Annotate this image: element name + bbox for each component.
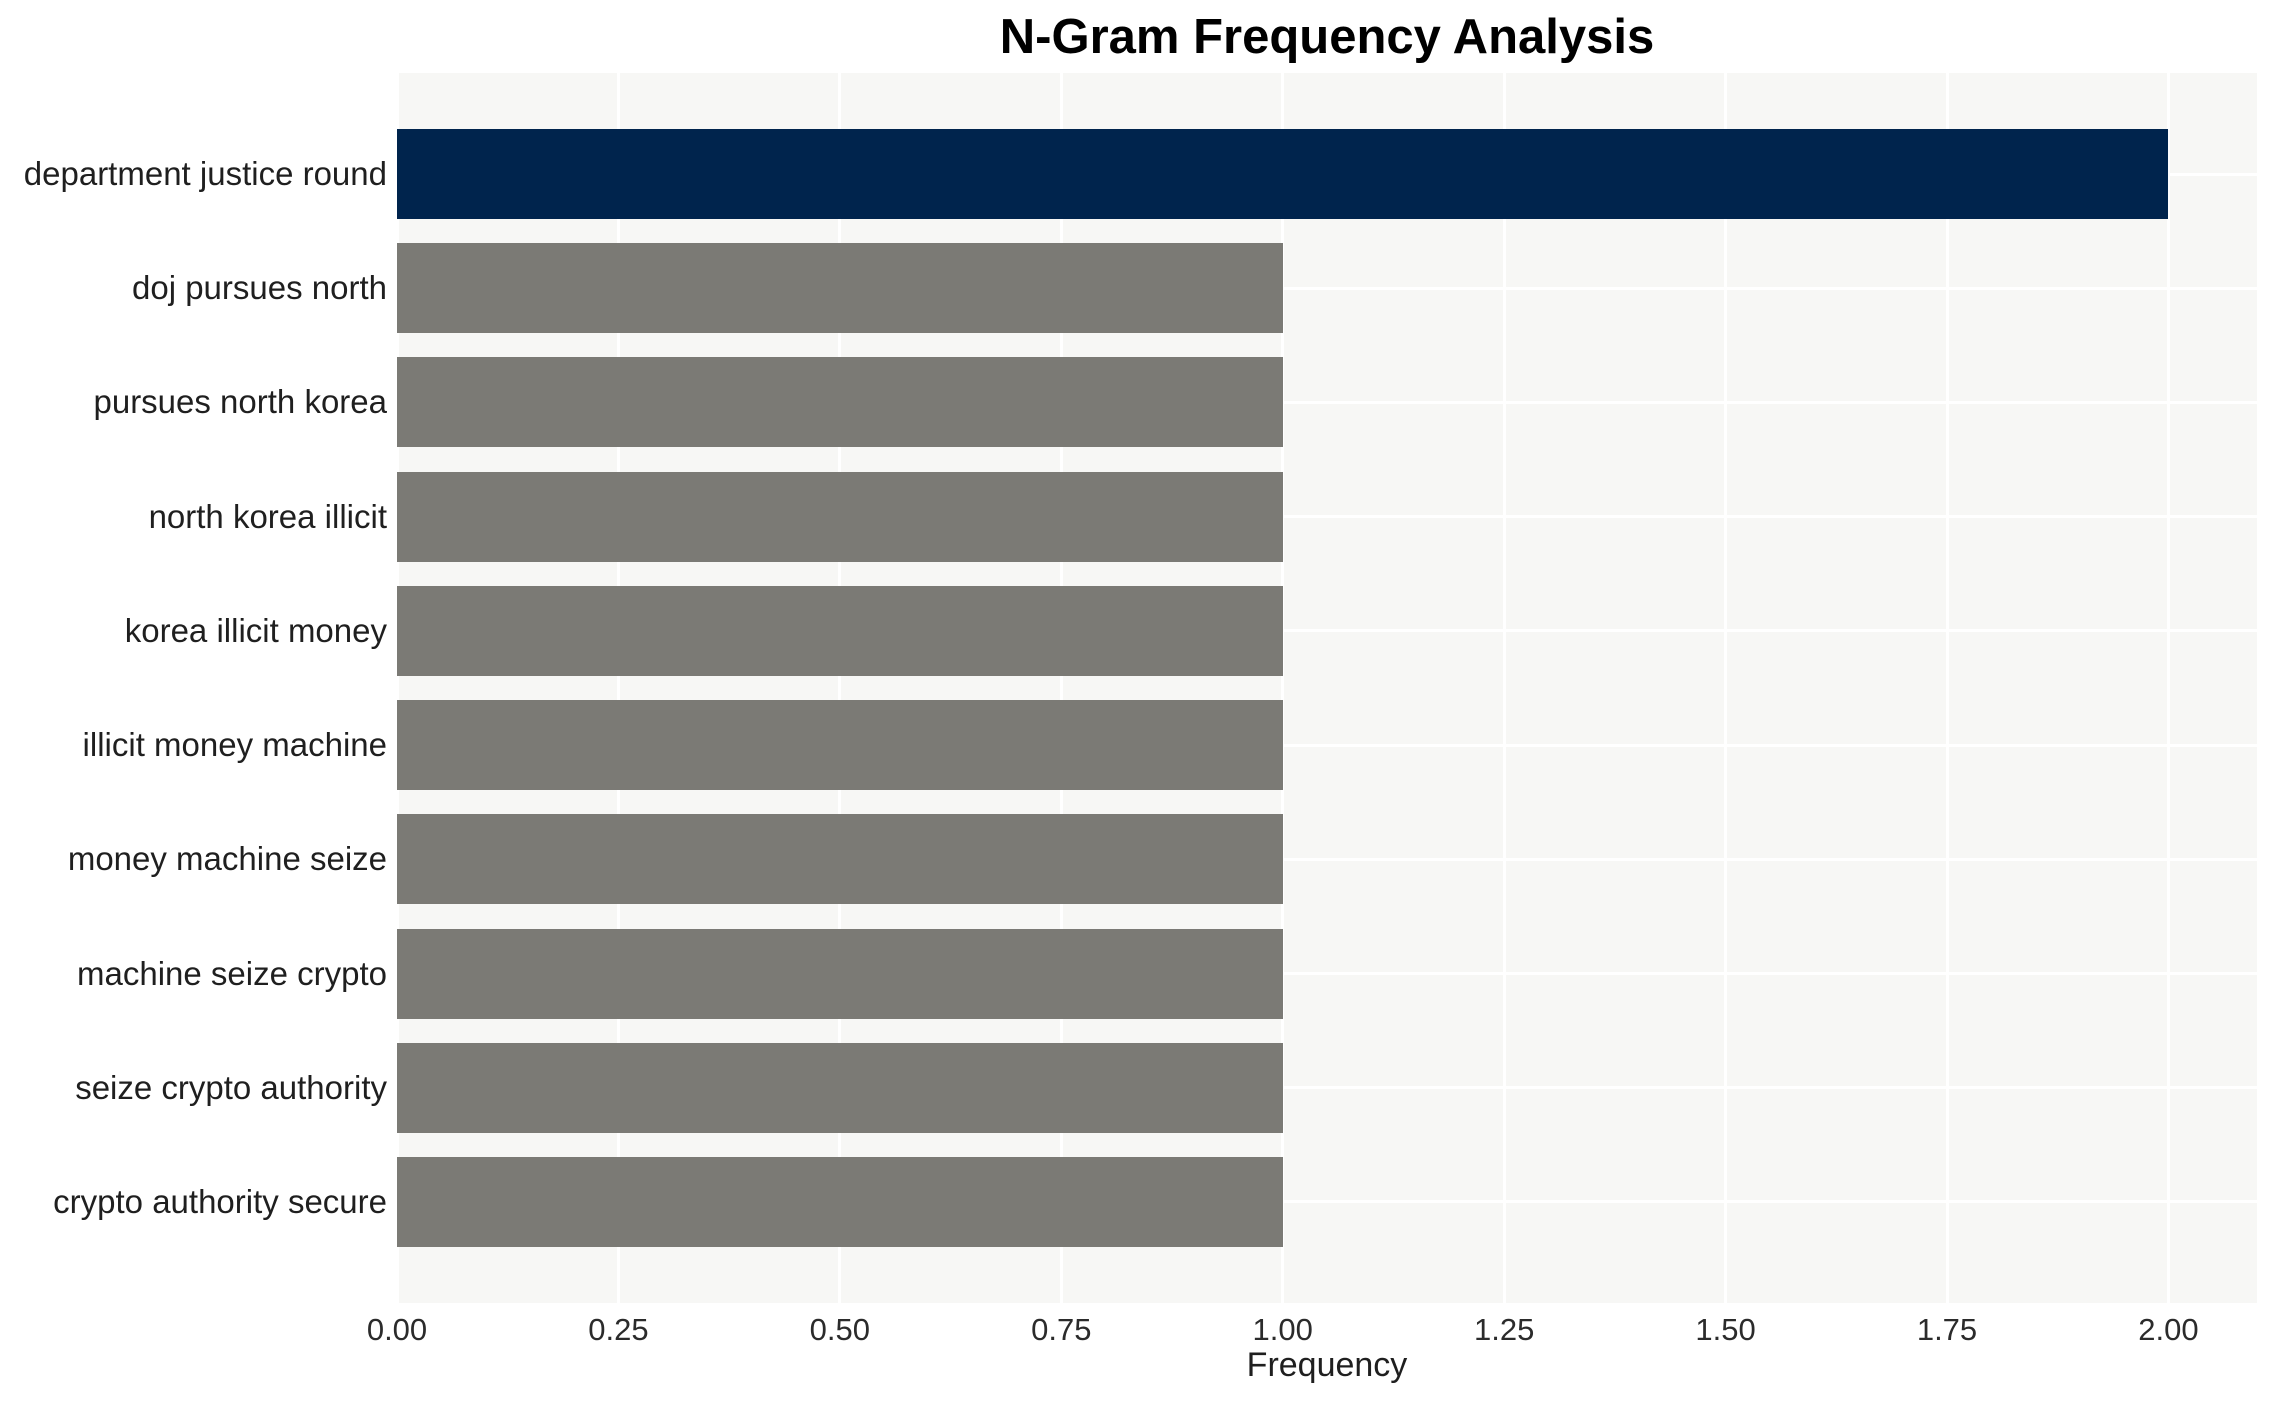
x-tick-label: 1.75 xyxy=(1916,1312,1978,1347)
bar-crypto-authority-secure xyxy=(397,1156,1283,1247)
y-tick-label: north korea illicit xyxy=(148,497,387,535)
y-tick-label: money machine seize xyxy=(67,840,387,878)
x-tick-label: 2.00 xyxy=(2138,1312,2199,1347)
bar-machine-seize-crypto xyxy=(397,928,1283,1019)
y-tick-label: korea illicit money xyxy=(124,611,387,649)
gridline-horizontal xyxy=(397,515,2257,519)
gridline-horizontal xyxy=(397,400,2257,404)
x-axis-label: Frequency xyxy=(1246,1346,1408,1384)
gridline-vertical xyxy=(838,73,842,1303)
x-tick-label: 1.00 xyxy=(1252,1312,1313,1347)
gridline-vertical xyxy=(397,73,399,1303)
y-tick-label: illicit money machine xyxy=(82,726,387,764)
y-tick-label: crypto authority secure xyxy=(53,1182,387,1220)
gridline-vertical xyxy=(1724,73,1728,1303)
x-axis-ticks: 0.00 0.25 0.50 0.75 1.00 1.25 1.50 1.75 2.00 xyxy=(367,1303,2257,1349)
gridline-vertical xyxy=(616,73,620,1303)
y-tick-label: machine seize crypto xyxy=(77,954,387,992)
gridline-horizontal xyxy=(397,629,2257,633)
bar-seize-crypto-authority xyxy=(397,1042,1283,1133)
x-tick-label: 0.75 xyxy=(1031,1312,1092,1347)
bar-doj-pursues-north xyxy=(397,243,1283,334)
plot-area xyxy=(397,73,2257,1303)
y-tick-label: doj pursues north xyxy=(132,269,387,307)
y-tick-label: pursues north korea xyxy=(93,383,387,421)
gridline-horizontal xyxy=(397,743,2257,747)
bar-money-machine-seize xyxy=(397,814,1283,905)
gridline-vertical xyxy=(1059,73,1063,1303)
y-axis-labels: department justice round doj pursues nort… xyxy=(0,73,387,1303)
x-tick-label: 1.50 xyxy=(1695,1312,1756,1347)
gridline-vertical xyxy=(2166,73,2170,1303)
y-tick-label: seize crypto authority xyxy=(75,1068,387,1106)
bar-illicit-money-machine xyxy=(397,700,1283,791)
gridline-horizontal xyxy=(397,286,2257,290)
gridline-horizontal xyxy=(397,972,2257,976)
gridline-vertical xyxy=(1281,73,1285,1303)
gridline-vertical xyxy=(1945,73,1949,1303)
bar-pursues-north-korea xyxy=(397,357,1283,448)
x-tick-label: 0.00 xyxy=(366,1312,428,1347)
gridline-horizontal xyxy=(397,1086,2257,1090)
x-tick-label: 0.25 xyxy=(588,1312,649,1347)
x-tick-label: 0.50 xyxy=(809,1312,871,1347)
gridline-horizontal xyxy=(397,1200,2257,1204)
gridline-vertical xyxy=(1502,73,1506,1303)
bar-north-korea-illicit xyxy=(397,471,1283,562)
bar-department-justice-round xyxy=(397,129,2169,219)
x-tick-label: 1.25 xyxy=(1473,1312,1535,1347)
y-tick-label: department justice round xyxy=(23,155,387,192)
bar-korea-illicit-money xyxy=(397,585,1283,676)
chart-title: N-Gram Frequency Analysis xyxy=(999,10,1655,64)
gridline-horizontal xyxy=(397,857,2257,861)
